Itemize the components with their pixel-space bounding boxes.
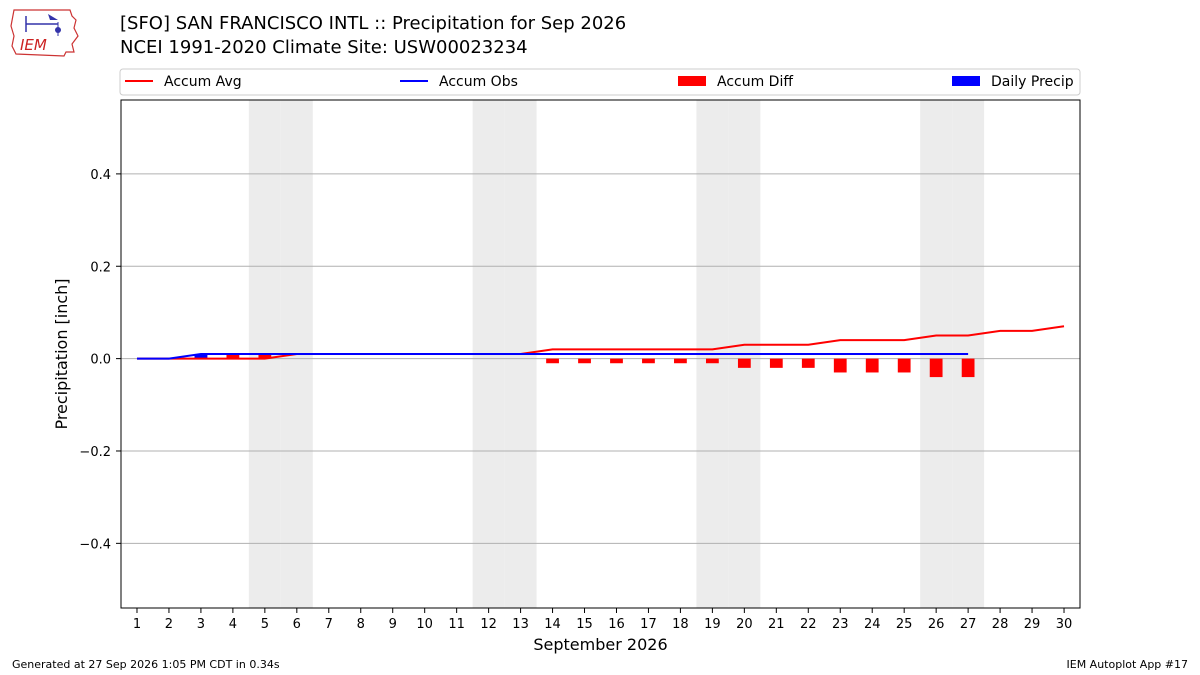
x-tick-label: 17 — [640, 617, 657, 632]
x-tick-label: 28 — [992, 617, 1009, 632]
x-tick-label: 18 — [672, 617, 689, 632]
daily-precip-bar — [194, 354, 208, 359]
x-tick-label: 3 — [197, 617, 205, 632]
legend-label-daily: Daily Precip — [991, 74, 1074, 90]
legend-swatch-daily — [952, 76, 980, 86]
x-tick-label: 19 — [704, 617, 721, 632]
accum-diff-bar — [258, 354, 272, 359]
x-tick-label: 14 — [544, 617, 561, 632]
x-tick-label: 2 — [165, 617, 173, 632]
accum-obs-line — [136, 353, 969, 360]
title-line-2: NCEI 1991-2020 Climate Site: USW00023234 — [120, 37, 528, 58]
x-tick-label: 1 — [133, 617, 141, 632]
accum-diff-bar — [705, 358, 719, 364]
y-tick-label: −0.2 — [79, 445, 111, 460]
x-tick-label: 21 — [768, 617, 785, 632]
accum-diff-bar — [674, 358, 687, 364]
x-tick-label: 13 — [512, 617, 529, 632]
y-tick-label: 0.4 — [90, 168, 111, 183]
accum-diff-bar — [769, 358, 783, 368]
accum-diff-bar — [226, 354, 240, 359]
x-tick-label: 30 — [1056, 617, 1073, 632]
accum-diff-bar — [737, 358, 751, 368]
legend-label-avg: Accum Avg — [164, 74, 242, 90]
accum-diff-bar — [929, 358, 943, 378]
y-tick-label: −0.4 — [79, 537, 111, 552]
legend-box — [119, 68, 1081, 96]
logo-text: IEM — [20, 36, 47, 54]
accum-diff-bar — [610, 358, 623, 364]
accum-diff-bar — [642, 358, 655, 364]
generated-timestamp: Generated at 27 Sep 2026 1:05 PM CDT in … — [12, 658, 280, 671]
x-tick-label: 25 — [896, 617, 913, 632]
y-axis-label: Precipitation [inch] — [52, 278, 71, 429]
x-tick-label: 20 — [736, 617, 753, 632]
x-tick-label: 8 — [357, 617, 365, 632]
x-tick-label: 24 — [864, 617, 881, 632]
title-line-1: [SFO] SAN FRANCISCO INTL :: Precipitatio… — [120, 13, 627, 34]
x-tick-label: 29 — [1024, 617, 1041, 632]
iem-logo: IEM — [8, 6, 82, 62]
legend-swatch-diff — [678, 76, 706, 86]
accum-diff-bar — [897, 358, 911, 373]
x-tick-label: 6 — [293, 617, 301, 632]
x-tick-label: 27 — [960, 617, 977, 632]
x-tick-label: 9 — [389, 617, 397, 632]
x-tick-label: 5 — [261, 617, 269, 632]
plot-frame — [120, 99, 1081, 609]
x-tick-label: 7 — [325, 617, 333, 632]
accum-diff-bar — [578, 358, 591, 364]
x-tick-label: 22 — [800, 617, 817, 632]
app-label: IEM Autoplot App #17 — [1066, 658, 1189, 671]
accum-diff-bar — [801, 358, 815, 368]
y-tick-label: 0.0 — [90, 353, 111, 368]
accum-diff-bar — [865, 358, 879, 373]
x-tick-label: 15 — [576, 617, 593, 632]
x-tick-label: 12 — [480, 617, 497, 632]
x-tick-label: 26 — [928, 617, 945, 632]
x-tick-label: 16 — [608, 617, 625, 632]
x-axis-label: September 2026 — [533, 635, 667, 654]
legend-label-diff: Accum Diff — [717, 74, 793, 90]
accum-diff-bar — [546, 358, 559, 364]
x-tick-label: 23 — [832, 617, 849, 632]
legend-label-obs: Accum Obs — [439, 74, 518, 90]
accum-diff-bar — [961, 358, 975, 378]
y-tick-label: 0.2 — [90, 260, 111, 275]
x-tick-label: 10 — [416, 617, 433, 632]
accum-diff-bar — [833, 358, 847, 373]
chart-title: [SFO] SAN FRANCISCO INTL :: Precipitatio… — [120, 12, 626, 60]
x-tick-label: 4 — [229, 617, 237, 632]
x-tick-label: 11 — [448, 617, 465, 632]
